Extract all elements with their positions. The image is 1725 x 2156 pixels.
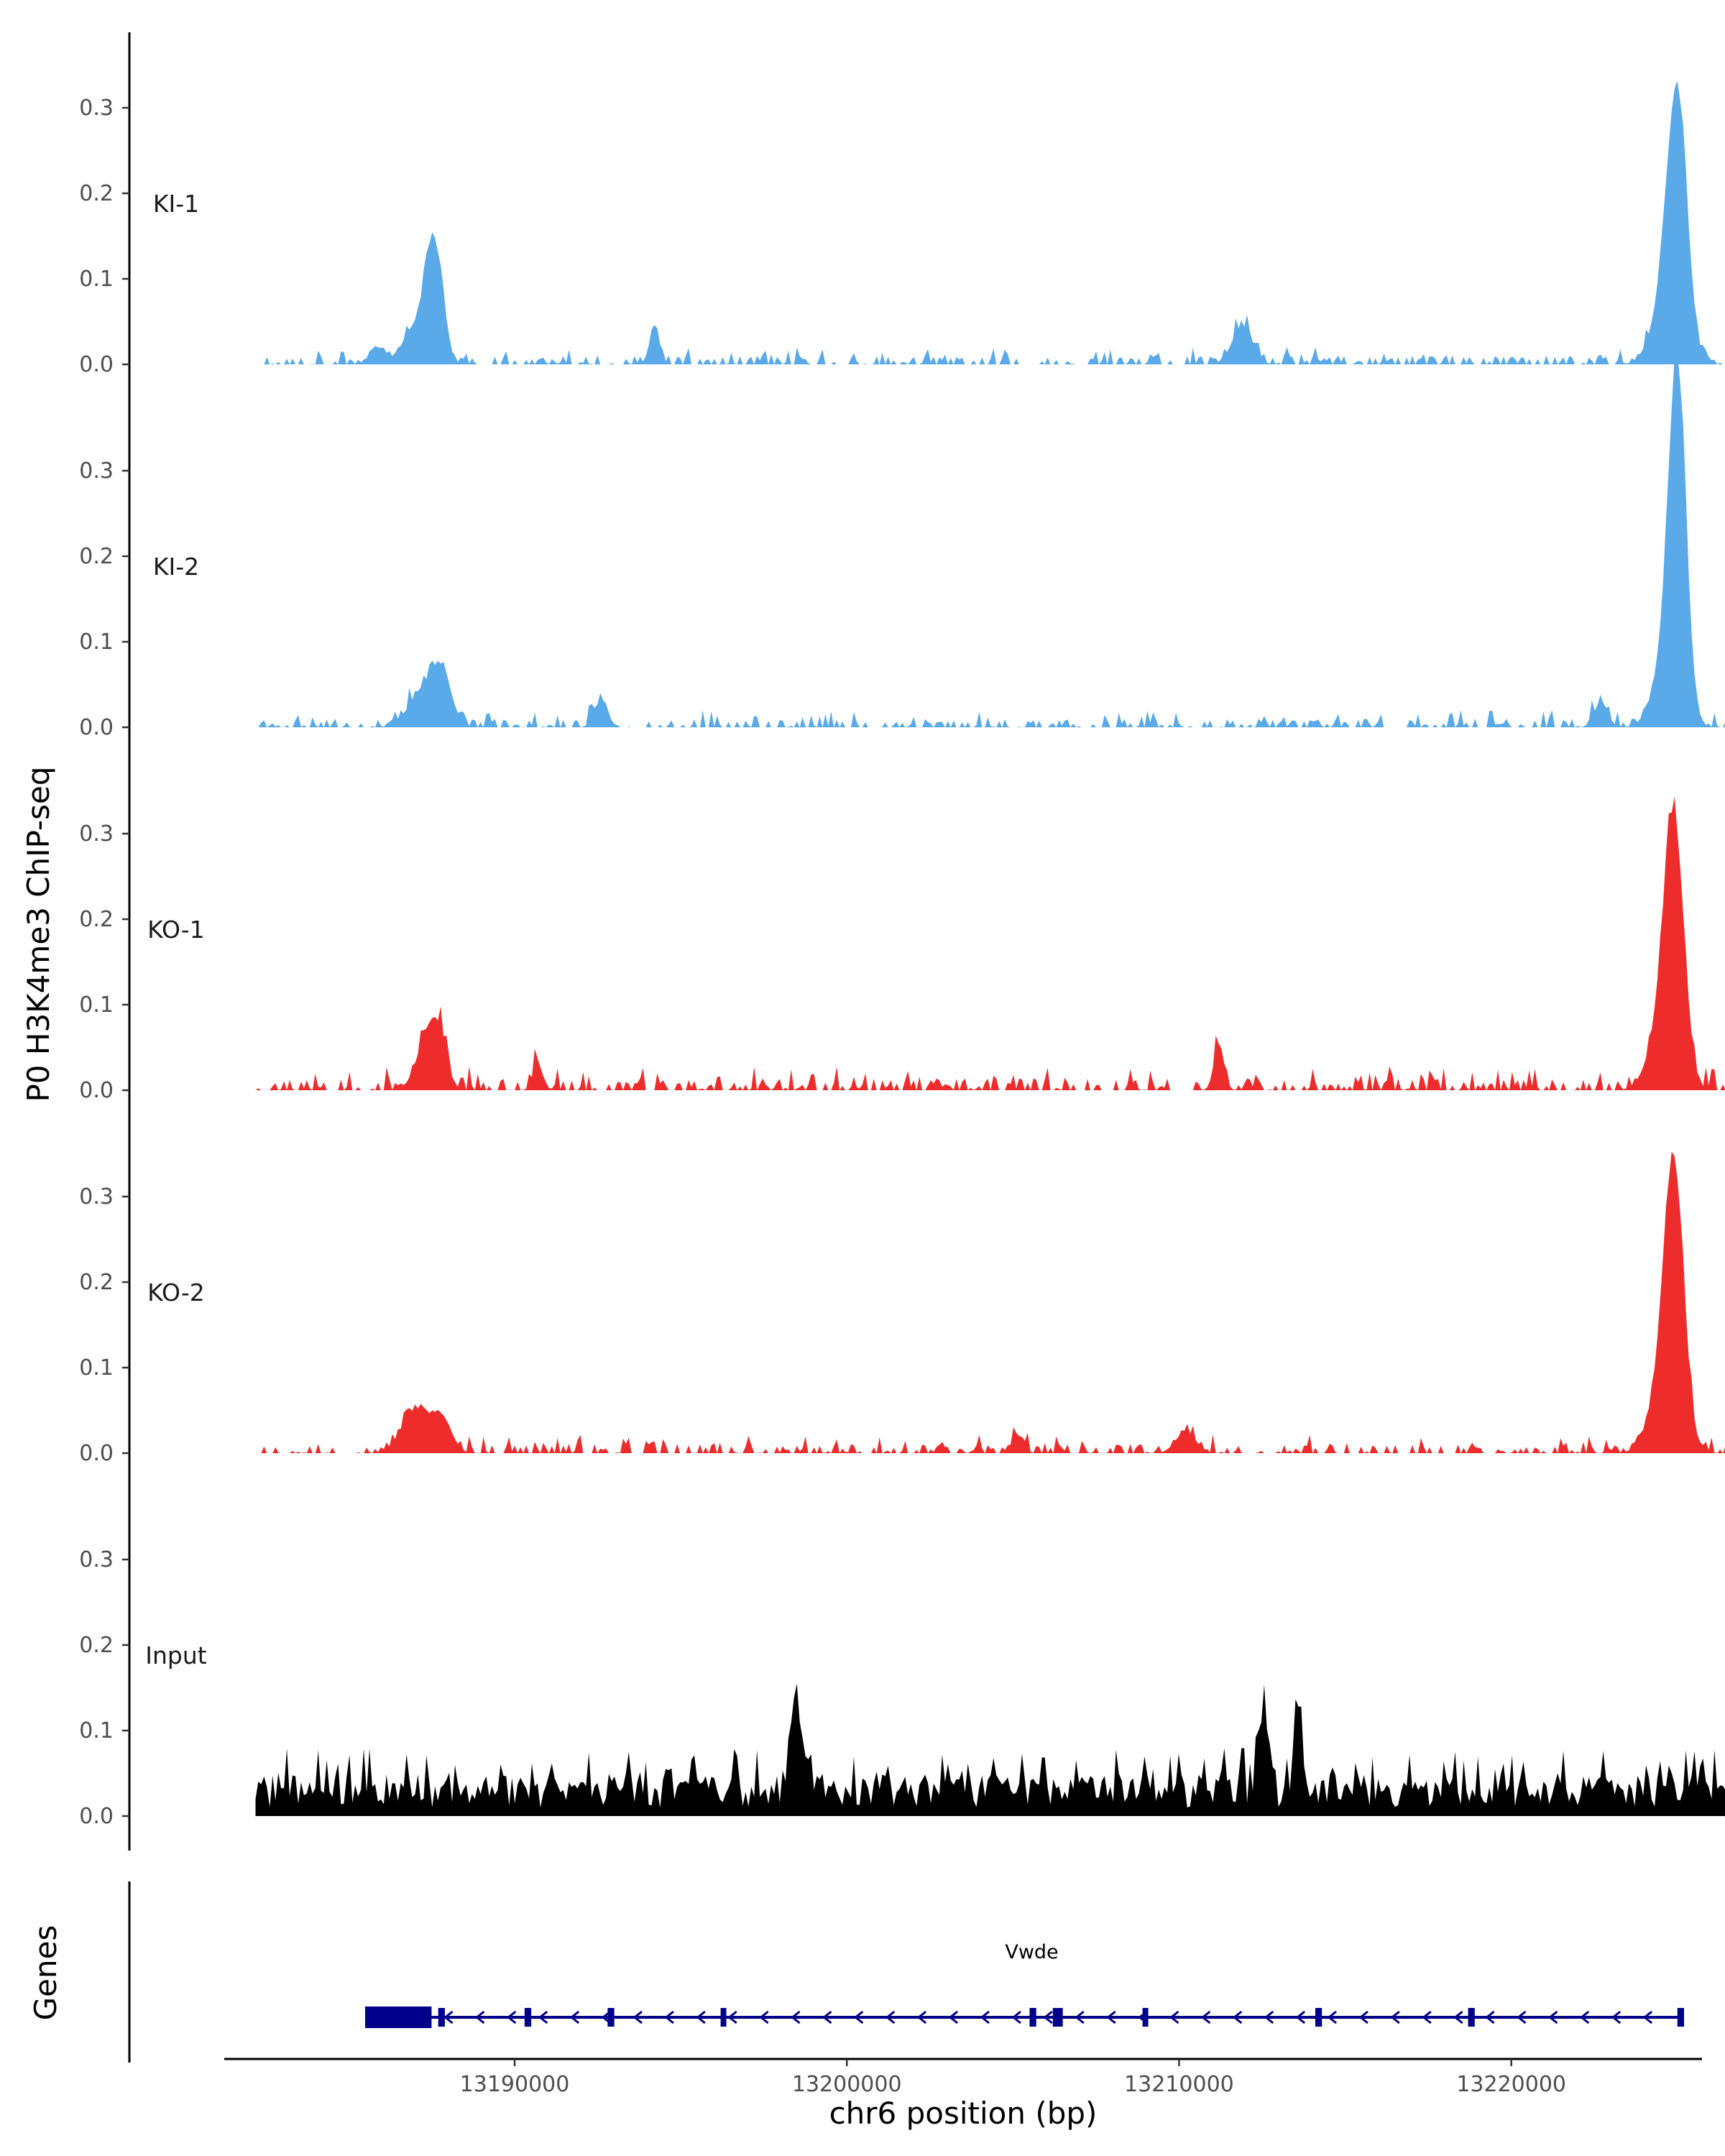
y-tick-label: 0.1 [79,630,114,655]
y-tick-label: 0.3 [79,96,114,121]
strand-arrow [1579,2010,1590,2024]
gene-exon [1315,2008,1322,2027]
x-axis-title: chr6 position (bp) [829,2096,1098,2131]
gene-exon [1029,2008,1036,2027]
strand-arrow [1422,2010,1432,2024]
x-tick-label: 13200000 [792,2072,902,2097]
strand-arrow [791,2010,801,2024]
strand-arrow [1611,2010,1622,2024]
strand-arrow [759,2010,769,2024]
gene-exon [524,2008,532,2027]
y-tick-label: 0.2 [79,1633,114,1658]
strand-arrow [538,2010,548,2024]
strand-arrow [475,2010,485,2024]
gene-exon [1468,2008,1475,2027]
strand-arrow [1453,2010,1463,2024]
y-tick-label: 0.3 [79,1184,114,1210]
strand-arrow [443,2010,454,2024]
strand-arrow [1517,2010,1527,2024]
signal-area-ki-1 [255,80,1725,364]
strand-arrow [1264,2010,1274,2024]
y-tick-label: 0.2 [79,181,114,206]
strand-arrow [853,2010,864,2024]
x-tick-label: 13220000 [1456,2072,1566,2097]
strand-arrow [1043,2010,1053,2024]
strand-arrow [1548,2010,1558,2024]
strand-arrow [1485,2010,1495,2024]
strand-arrow [506,2010,517,2024]
gene-exon [1142,2008,1149,2027]
strand-arrow [1358,2010,1368,2024]
strand-arrow [1011,2010,1021,2024]
track-label: KI-1 [153,190,199,218]
strand-arrow [1232,2010,1243,2024]
track-label: KI-2 [153,553,199,581]
y-tick-label: 0.0 [79,1078,114,1103]
strand-arrow [632,2010,643,2024]
y-tick-label: 0.3 [79,459,114,484]
strand-arrow [980,2010,990,2024]
strand-arrow [1201,2010,1211,2024]
strand-arrow [1295,2010,1306,2024]
gene-name-label: Vwde [1005,1941,1058,1963]
track-label: Input [145,1641,207,1669]
strand-arrow [1106,2010,1116,2024]
strand-arrow [569,2010,580,2024]
x-tick-label: 13210000 [1124,2072,1234,2097]
strand-arrow [822,2010,832,2024]
strand-arrow [696,2010,706,2024]
signal-area-ko-2 [255,1151,1725,1453]
y-tick-label: 0.2 [79,1270,114,1295]
strand-arrow [1169,2010,1179,2024]
genes-label: Genes [28,1925,63,2021]
y-tick-label: 0.1 [79,1355,114,1381]
gene-exon [365,2007,432,2028]
strand-arrow [948,2010,959,2024]
strand-arrow [885,2010,896,2024]
y-tick-label: 0.1 [79,267,114,292]
y-tick-label: 0.0 [79,715,114,740]
gene-exon [438,2008,445,2027]
strand-arrow [664,2010,674,2024]
y-tick-label: 0.1 [79,992,114,1018]
y-tick-label: 0.1 [79,1718,114,1743]
track-label: KO-1 [147,916,205,944]
track-label: KO-2 [147,1279,205,1307]
y-axis-title: P0 H3K4me3 ChIP-seq [21,766,56,1102]
y-tick-label: 0.0 [79,1804,114,1829]
y-tick-label: 0.3 [79,821,114,847]
y-tick-label: 0.3 [79,1547,114,1572]
gene-exon [607,2008,615,2027]
strand-arrow [1642,2010,1653,2024]
y-tick-label: 0.2 [79,907,114,932]
gene-exon [720,2008,727,2027]
y-tick-label: 0.2 [79,544,114,569]
gene-exon [1677,2008,1685,2027]
strand-arrow [1390,2010,1400,2024]
gene-exon [1052,2008,1063,2027]
y-tick-label: 0.0 [79,352,114,377]
signal-area-ko-1 [255,796,1725,1090]
strand-arrow [1327,2010,1338,2024]
strand-arrow [727,2010,737,2024]
x-tick-label: 13190000 [460,2072,570,2097]
strand-arrow [916,2010,927,2024]
y-tick-label: 0.0 [79,1441,114,1466]
signal-area-input [255,1683,1725,1816]
strand-arrow [1075,2010,1085,2024]
signal-area-ki-2 [255,351,1725,727]
